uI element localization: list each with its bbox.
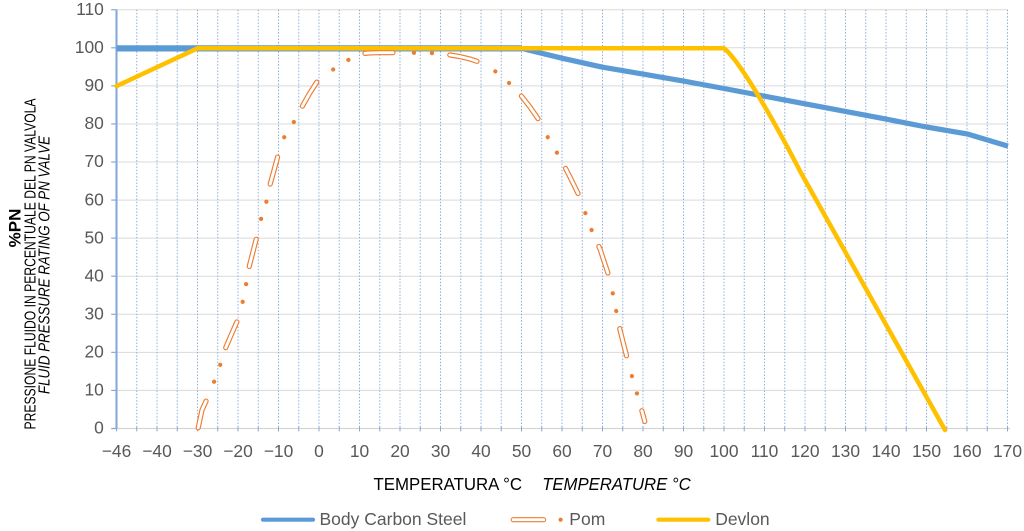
svg-text:−10: −10 xyxy=(264,441,294,461)
svg-text:170: 170 xyxy=(993,441,1022,461)
svg-text:70: 70 xyxy=(84,151,103,171)
svg-text:40: 40 xyxy=(471,441,490,461)
svg-text:40: 40 xyxy=(84,265,103,285)
svg-text:Devlon: Devlon xyxy=(715,509,769,529)
svg-text:10: 10 xyxy=(84,380,103,400)
svg-text:−20: −20 xyxy=(223,441,253,461)
svg-text:80: 80 xyxy=(633,441,652,461)
svg-text:130: 130 xyxy=(831,441,860,461)
svg-text:PRESSIONE FLUIDO IN PERCENTUAL: PRESSIONE FLUIDO IN PERCENTUALE DEL PN V… xyxy=(23,98,40,429)
svg-text:110: 110 xyxy=(76,0,104,19)
svg-text:60: 60 xyxy=(552,441,571,461)
svg-text:−46: −46 xyxy=(102,441,132,461)
svg-text:%PN: %PN xyxy=(5,209,24,248)
svg-text:Body Carbon Steel: Body Carbon Steel xyxy=(320,509,467,529)
svg-text:−40: −40 xyxy=(142,441,172,461)
svg-text:0: 0 xyxy=(314,441,324,461)
svg-text:90: 90 xyxy=(84,75,103,95)
svg-text:TEMPERATURA °C: TEMPERATURA °C xyxy=(374,474,523,494)
svg-text:50: 50 xyxy=(84,227,103,247)
svg-text:−30: −30 xyxy=(183,441,213,461)
svg-text:10: 10 xyxy=(350,441,369,461)
svg-text:Pom: Pom xyxy=(569,509,605,529)
svg-text:30: 30 xyxy=(431,441,450,461)
svg-text:0: 0 xyxy=(94,418,104,438)
svg-text:100: 100 xyxy=(75,37,104,57)
svg-text:FLUID PRESSURE RATING OF PN VA: FLUID PRESSURE RATING OF PN VALVE xyxy=(36,136,53,394)
svg-text:70: 70 xyxy=(593,441,612,461)
svg-text:110: 110 xyxy=(751,441,779,461)
svg-text:20: 20 xyxy=(390,441,409,461)
svg-text:160: 160 xyxy=(952,441,981,461)
svg-text:20: 20 xyxy=(84,342,103,362)
svg-text:120: 120 xyxy=(790,441,819,461)
svg-text:100: 100 xyxy=(709,441,738,461)
svg-text:30: 30 xyxy=(84,303,103,323)
svg-text:TEMPERATURE °C: TEMPERATURE °C xyxy=(542,474,691,494)
svg-text:60: 60 xyxy=(84,189,103,209)
svg-text:150: 150 xyxy=(912,441,941,461)
svg-text:140: 140 xyxy=(871,441,900,461)
svg-text:80: 80 xyxy=(84,113,103,133)
svg-text:90: 90 xyxy=(674,441,693,461)
svg-text:50: 50 xyxy=(512,441,531,461)
